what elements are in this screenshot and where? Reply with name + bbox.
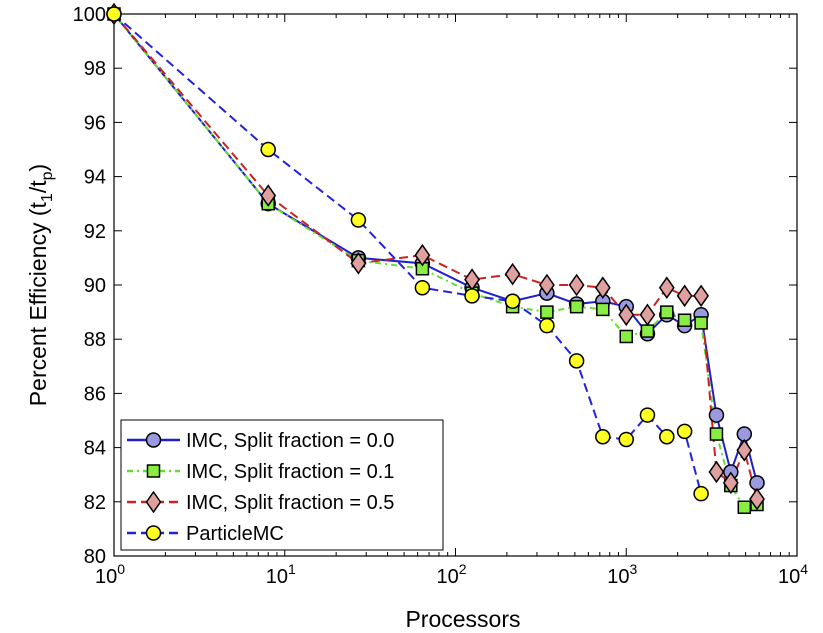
y-tick-label: 92: [84, 221, 106, 243]
data-point-series-0: [749, 475, 765, 491]
data-point-series-1: [640, 324, 655, 338]
data-point-series-3: [618, 431, 634, 448]
x-tick-label: 100: [95, 561, 125, 588]
legend: IMC, Split fraction = 0.0 IMC, Split frac…: [120, 419, 444, 551]
data-point-series-1: [569, 299, 584, 314]
data-point-series-3: [568, 353, 585, 369]
y-tick-label: 100: [73, 4, 106, 26]
y-tick-label: 94: [84, 167, 106, 189]
data-point-series-1: [596, 302, 610, 317]
data-point-series-2: [658, 276, 675, 300]
series-lines: [113, 13, 758, 509]
data-point-series-3: [639, 407, 656, 423]
data-point-series-3: [106, 6, 122, 22]
y-axis-title: Percent Efficiency (t1/tp): [25, 164, 56, 406]
legend-label-1: IMC, Split fraction = 0.1: [186, 461, 394, 483]
data-point-series-3: [676, 423, 693, 440]
data-point-series-3: [693, 485, 709, 502]
x-tick-label: 102: [436, 561, 466, 588]
data-point-series-2: [594, 276, 611, 300]
data-point-series-2: [722, 471, 739, 495]
data-point-series-1: [540, 305, 554, 319]
data-point-series-3: [260, 141, 276, 158]
legend-box: [120, 419, 444, 551]
series-line-0: [113, 13, 758, 484]
data-point-series-3: [350, 212, 367, 228]
data-point-series-3: [659, 429, 675, 445]
axis-ticks: 100 101 102 103 104 80 82 84 86 88 90 92 94 96 98 100: [73, 4, 809, 588]
series-line-2: [113, 13, 758, 500]
data-point-series-2: [568, 273, 585, 297]
data-point-series-3: [595, 429, 611, 445]
data-point-series-1: [694, 316, 708, 330]
y-tick-label: 82: [84, 492, 106, 514]
data-point-series-2: [693, 284, 710, 308]
data-point-series-3: [539, 317, 555, 334]
x-axis-title: Processors: [405, 606, 520, 632]
legend-label-3: ParticleMC: [186, 523, 284, 545]
legend-label-2: IMC, Split fraction = 0.5: [186, 492, 394, 514]
data-point-series-1: [709, 427, 724, 441]
data-point-series-2: [350, 252, 367, 275]
x-tick-label: 103: [607, 561, 637, 588]
legend-marker-0: [145, 432, 162, 448]
data-point-series-2: [538, 273, 555, 297]
data-point-series-2: [618, 303, 635, 327]
data-point-series-2: [414, 243, 431, 267]
data-point-series-1: [677, 313, 692, 327]
data-point-series-1: [619, 329, 633, 344]
data-point-series-1: [660, 305, 674, 319]
data-point-series-2: [736, 439, 753, 462]
legend-marker-2: [145, 490, 162, 514]
y-tick-label: 98: [84, 58, 106, 80]
data-point-series-3: [414, 279, 431, 296]
data-point-series-0: [708, 407, 725, 423]
data-point-series-2: [676, 284, 693, 308]
series-markers: [106, 2, 765, 514]
y-tick-label: 88: [84, 329, 106, 351]
data-point-series-3: [504, 293, 521, 310]
data-point-series-2: [708, 460, 725, 484]
data-point-series-2: [504, 262, 521, 286]
legend-marker-1: [146, 464, 161, 478]
data-point-series-1: [737, 500, 752, 514]
legend-marker-3: [145, 525, 162, 541]
y-tick-label: 90: [84, 275, 106, 297]
y-tick-label: 96: [84, 112, 106, 134]
data-point-series-3: [464, 288, 480, 304]
x-tick-label: 104: [778, 561, 808, 588]
series-line-1: [113, 13, 758, 509]
y-tick-label: 80: [84, 546, 106, 568]
data-point-series-2: [639, 303, 656, 327]
legend-label-0: IMC, Split fraction = 0.0: [186, 430, 394, 452]
y-tick-label: 86: [84, 383, 106, 405]
data-point-series-0: [736, 426, 753, 442]
data-point-series-2: [749, 487, 765, 511]
x-tick-label: 101: [266, 561, 296, 588]
y-tick-label: 84: [84, 438, 106, 460]
data-point-series-2: [260, 184, 277, 207]
